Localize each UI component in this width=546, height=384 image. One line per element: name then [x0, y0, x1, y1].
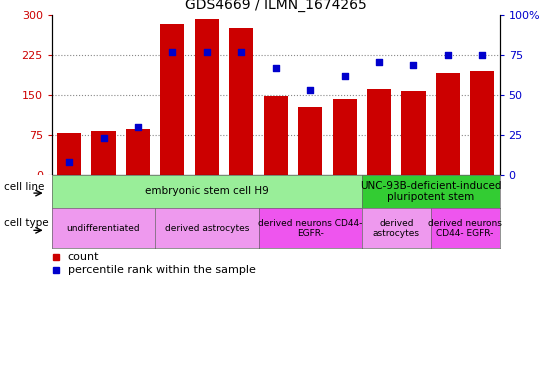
- Point: [237, 49, 246, 55]
- Text: percentile rank within the sample: percentile rank within the sample: [68, 265, 256, 275]
- Point: [203, 49, 211, 55]
- Bar: [195, 19, 219, 175]
- Point: [134, 124, 143, 130]
- Point: [168, 49, 177, 55]
- Bar: [92, 131, 116, 175]
- Text: count: count: [68, 252, 99, 262]
- Bar: [161, 25, 185, 175]
- Bar: [298, 107, 322, 175]
- Text: cell type: cell type: [4, 218, 49, 228]
- Text: cell line: cell line: [4, 182, 45, 192]
- Point: [99, 135, 108, 141]
- Text: embryonic stem cell H9: embryonic stem cell H9: [145, 186, 269, 197]
- Bar: [367, 89, 391, 175]
- Point: [375, 58, 383, 65]
- Bar: [401, 91, 425, 175]
- Text: undifferentiated: undifferentiated: [67, 224, 140, 233]
- Bar: [333, 99, 357, 175]
- Point: [478, 52, 486, 58]
- Point: [306, 87, 314, 93]
- Text: derived
astrocytes: derived astrocytes: [373, 218, 420, 238]
- Bar: [470, 71, 495, 175]
- Text: derived neurons CD44-
EGFR-: derived neurons CD44- EGFR-: [258, 218, 363, 238]
- Bar: [264, 96, 288, 175]
- Bar: [57, 133, 81, 175]
- Text: derived neurons
CD44- EGFR-: derived neurons CD44- EGFR-: [428, 218, 502, 238]
- Bar: [436, 73, 460, 175]
- Bar: [126, 129, 150, 175]
- Point: [65, 159, 74, 165]
- Bar: [229, 28, 253, 175]
- Text: UNC-93B-deficient-induced
pluripotent stem: UNC-93B-deficient-induced pluripotent st…: [360, 180, 501, 202]
- Text: derived astrocytes: derived astrocytes: [165, 224, 249, 233]
- Point: [443, 52, 452, 58]
- Point: [409, 62, 418, 68]
- Point: [340, 73, 349, 79]
- Point: [271, 65, 280, 71]
- Title: GDS4669 / ILMN_1674265: GDS4669 / ILMN_1674265: [185, 0, 366, 12]
